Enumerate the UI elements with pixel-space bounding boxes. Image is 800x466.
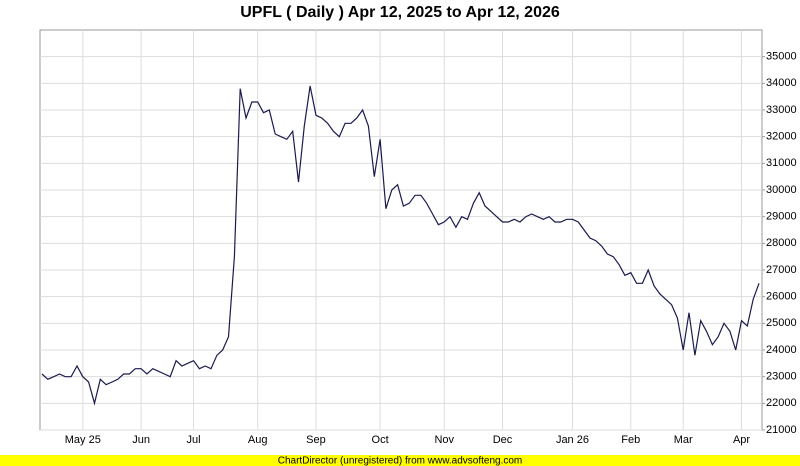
y-tick-label: 33000 xyxy=(766,104,797,116)
y-tick-label: 24000 xyxy=(766,344,797,356)
y-tick-label: 22000 xyxy=(766,397,797,409)
y-tick-label: 27000 xyxy=(766,264,797,276)
chart-title: UPFL ( Daily ) Apr 12, 2025 to Apr 12, 2… xyxy=(240,4,560,21)
x-tick-label: Feb xyxy=(621,434,640,446)
y-tick-label: 23000 xyxy=(766,371,797,383)
x-tick-label: Aug xyxy=(248,434,268,446)
y-tick-label: 30000 xyxy=(766,184,797,196)
y-tick-label: 34000 xyxy=(766,77,797,89)
x-tick-label: Apr xyxy=(733,434,750,446)
x-tick-label: Jul xyxy=(187,434,201,446)
y-tick-label: 21000 xyxy=(766,424,797,436)
y-tick-label: 31000 xyxy=(766,157,797,169)
y-tick-label: 26000 xyxy=(766,291,797,303)
x-tick-label: May 25 xyxy=(65,434,101,446)
x-tick-label: Dec xyxy=(493,434,513,446)
x-tick-label: Sep xyxy=(306,434,326,446)
x-tick-label: Nov xyxy=(434,434,454,446)
footer: ChartDirector (unregistered) from www.ad… xyxy=(278,456,523,466)
x-tick-label: Jan 26 xyxy=(556,434,589,446)
x-tick-label: Oct xyxy=(372,434,389,446)
price-line xyxy=(41,85,760,406)
y-tick-label: 35000 xyxy=(766,51,797,63)
y-tick-label: 29000 xyxy=(766,211,797,223)
x-tick-label: Jun xyxy=(132,434,150,446)
plot-area xyxy=(39,29,763,431)
y-tick-label: 25000 xyxy=(766,317,797,329)
footer-band xyxy=(0,455,800,466)
x-tick-label: Mar xyxy=(674,434,693,446)
y-tick-label: 28000 xyxy=(766,237,797,249)
y-tick-label: 32000 xyxy=(766,131,797,143)
